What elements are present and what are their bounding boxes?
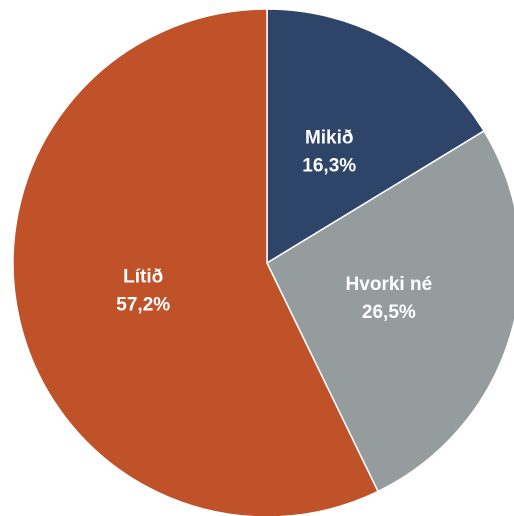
slice-value-label: 57,2% xyxy=(116,294,170,315)
pie-slice xyxy=(12,8,380,516)
slice-label: Lítið xyxy=(123,266,163,287)
slice-label: Mikið xyxy=(305,127,354,148)
pie-slice xyxy=(266,8,486,265)
slice-value-label: 16,3% xyxy=(302,155,356,176)
slice-label: Hvorki né xyxy=(346,274,433,295)
pie-slice xyxy=(266,129,514,493)
slice-value-label: 26,5% xyxy=(362,302,416,323)
